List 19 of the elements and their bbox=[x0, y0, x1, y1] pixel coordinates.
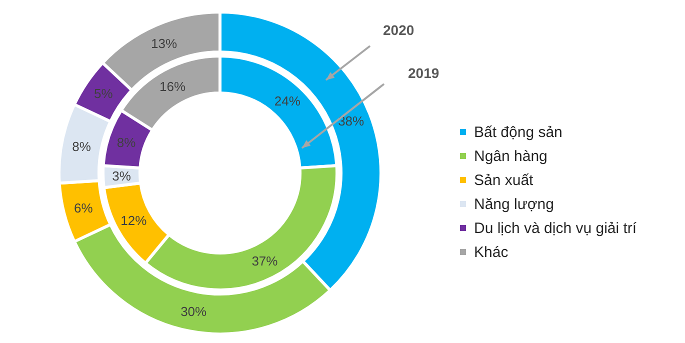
legend-label: Bất động sản bbox=[474, 124, 562, 140]
legend-label: Ngân hàng bbox=[474, 148, 548, 164]
data-label: 16% bbox=[160, 79, 186, 94]
legend-label: Du lịch và dịch vụ giải trí bbox=[474, 220, 637, 236]
data-label: 24% bbox=[274, 94, 301, 109]
slice-label: 2020 bbox=[383, 22, 414, 38]
data-label: 8% bbox=[72, 139, 92, 154]
data-label: 30% bbox=[180, 304, 208, 320]
legend-label: Sản xuất bbox=[474, 172, 534, 188]
data-label: 5% bbox=[94, 86, 114, 102]
data-label: 6% bbox=[74, 200, 94, 216]
data-label: 8% bbox=[116, 135, 136, 150]
legend-label: Năng lượng bbox=[474, 196, 554, 212]
data-label: 37% bbox=[252, 253, 278, 268]
legend-label: Khác bbox=[474, 244, 508, 260]
data-label: 3% bbox=[112, 168, 132, 184]
data-label: 13% bbox=[150, 36, 178, 52]
slice-label: 2019 bbox=[408, 65, 440, 81]
data-label: 12% bbox=[120, 212, 148, 228]
